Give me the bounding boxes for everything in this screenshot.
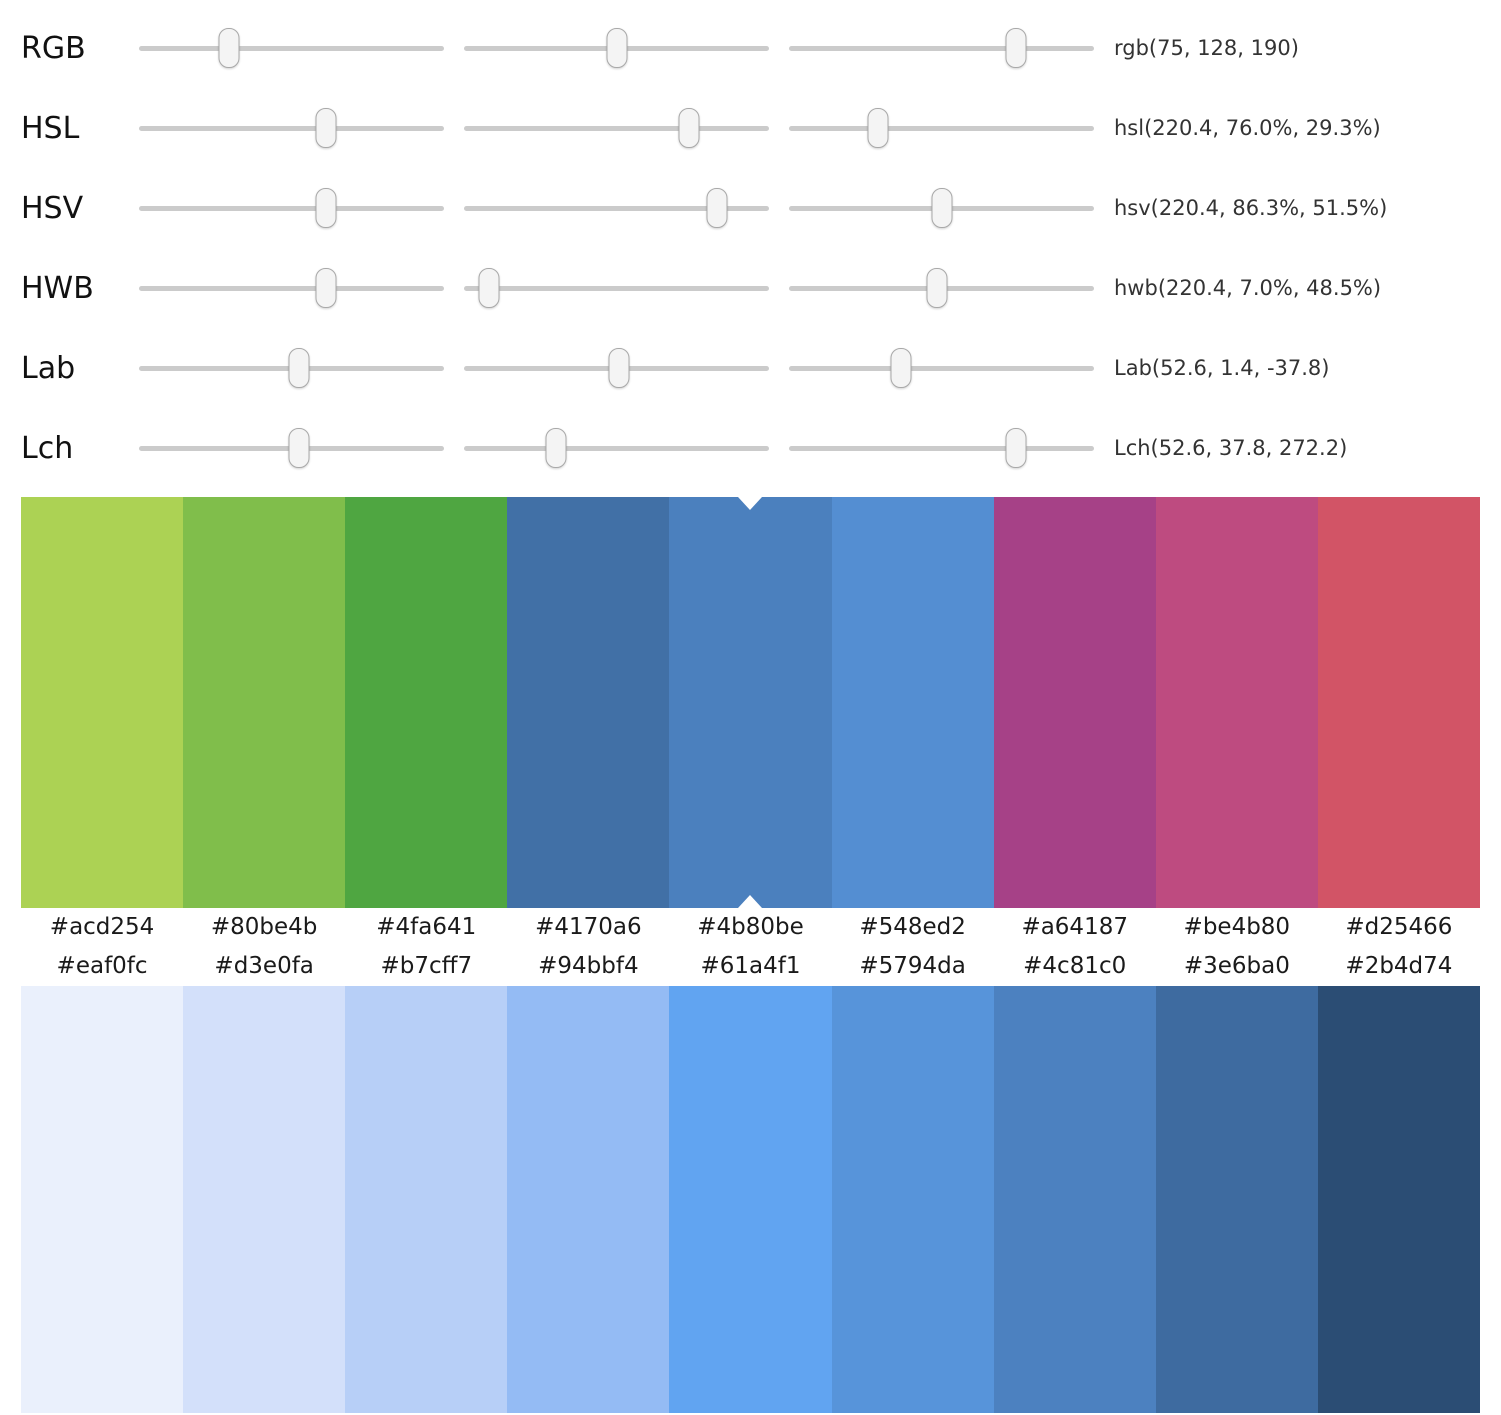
hsv-value-slider[interactable]: [789, 188, 1094, 228]
hwb-value: hwb(220.4, 7.0%, 48.5%): [1114, 276, 1382, 300]
lch-value: Lch(52.6, 37.8, 272.2): [1114, 436, 1348, 460]
hsl-lightness-slider-thumb[interactable]: [867, 108, 889, 148]
lab-a-slider[interactable]: [464, 348, 769, 388]
lch-l-slider-thumb[interactable]: [288, 428, 310, 468]
rgb-value: rgb(75, 128, 190): [1114, 36, 1299, 60]
lab-l-slider-thumb[interactable]: [288, 348, 310, 388]
slider-row-hsv: HSV hsv(220.4, 86.3%, 51.5%): [0, 168, 1501, 248]
hex-label: #4fa641: [376, 914, 477, 940]
hex-label: #d3e0fa: [214, 953, 314, 979]
palette-swatch[interactable]: [21, 986, 184, 1413]
hsv-saturation-slider-thumb[interactable]: [706, 188, 728, 228]
slider-panel: RGB rgb(75, 128, 190) HSL hsl(220: [0, 0, 1501, 488]
hsl-hue-slider-thumb[interactable]: [315, 108, 337, 148]
palette-swatch[interactable]: [183, 986, 346, 1413]
palette-swatch[interactable]: [1155, 497, 1318, 908]
hsv-hue-slider[interactable]: [139, 188, 444, 228]
hex-label: #80be4b: [210, 914, 318, 940]
hex-label: #d25466: [1345, 914, 1453, 940]
palette-swatch[interactable]: [507, 497, 670, 908]
palette-swatch[interactable]: [669, 986, 832, 1413]
hex-label: #5794da: [859, 953, 966, 979]
hsv-hue-slider-thumb[interactable]: [315, 188, 337, 228]
hwb-whiteness-slider[interactable]: [464, 268, 769, 308]
palette-swatch[interactable]: [183, 497, 346, 908]
palette-swatch[interactable]: [831, 986, 994, 1413]
hsv-value-slider-thumb[interactable]: [931, 188, 953, 228]
hwb-hue-slider-thumb[interactable]: [315, 268, 337, 308]
slider-row-lch: Lch Lch(52.6, 37.8, 272.2): [0, 408, 1501, 488]
lab-value: Lab(52.6, 1.4, -37.8): [1114, 356, 1330, 380]
palette-swatch-selected[interactable]: [669, 497, 832, 908]
hwb-whiteness-slider-thumb[interactable]: [478, 268, 500, 308]
lch-h-slider[interactable]: [789, 428, 1094, 468]
hex-label: #548ed2: [859, 914, 966, 940]
hex-label: #b7cff7: [380, 953, 473, 979]
shade-palette-labels: #eaf0fc #d3e0fa #b7cff7 #94bbf4 #61a4f1 …: [21, 947, 1480, 986]
slider-row-hwb-label: HWB: [21, 270, 94, 306]
hsl-lightness-slider[interactable]: [789, 108, 1094, 148]
slider-row-hsv-label: HSV: [21, 190, 84, 226]
rgb-red-slider-thumb[interactable]: [218, 28, 240, 68]
slider-row-lab: Lab Lab(52.6, 1.4, -37.8): [0, 328, 1501, 408]
hex-label: #3e6ba0: [1183, 953, 1290, 979]
palette-swatch[interactable]: [345, 497, 508, 908]
hex-label: #be4b80: [1183, 914, 1291, 940]
palette-swatch[interactable]: [345, 986, 508, 1413]
hex-label: #4170a6: [535, 914, 642, 940]
hsv-saturation-slider[interactable]: [464, 188, 769, 228]
rgb-blue-slider-thumb[interactable]: [1005, 28, 1027, 68]
hsl-value: hsl(220.4, 76.0%, 29.3%): [1114, 116, 1381, 140]
lab-b-slider-thumb[interactable]: [890, 348, 912, 388]
lab-b-slider[interactable]: [789, 348, 1094, 388]
slider-row-rgb: RGB rgb(75, 128, 190): [0, 8, 1501, 88]
palette-swatch[interactable]: [21, 497, 184, 908]
lab-l-slider[interactable]: [139, 348, 444, 388]
hsl-saturation-slider-thumb[interactable]: [678, 108, 700, 148]
slider-row-hsl: HSL hsl(220.4, 76.0%, 29.3%): [0, 88, 1501, 168]
palette-swatch[interactable]: [1155, 986, 1318, 1413]
hwb-blackness-slider-thumb[interactable]: [926, 268, 948, 308]
slider-row-lch-label: Lch: [21, 430, 74, 466]
lch-h-slider-thumb[interactable]: [1005, 428, 1027, 468]
rgb-green-slider[interactable]: [464, 28, 769, 68]
lab-a-slider-thumb[interactable]: [608, 348, 630, 388]
shade-palette: [21, 986, 1480, 1413]
hwb-hue-slider[interactable]: [139, 268, 444, 308]
palette-swatch[interactable]: [993, 986, 1156, 1413]
hex-label: #eaf0fc: [56, 953, 148, 979]
hex-label: #4b80be: [697, 914, 804, 940]
lch-c-slider-thumb[interactable]: [545, 428, 567, 468]
hwb-blackness-slider[interactable]: [789, 268, 1094, 308]
palette-swatch[interactable]: [993, 497, 1156, 908]
palette-swatch[interactable]: [507, 986, 670, 1413]
palette-swatch[interactable]: [831, 497, 994, 908]
lch-c-slider[interactable]: [464, 428, 769, 468]
slider-row-hsl-label: HSL: [21, 110, 80, 146]
slider-row-rgb-label: RGB: [21, 30, 86, 66]
hex-label: #94bbf4: [538, 953, 639, 979]
hsl-saturation-slider[interactable]: [464, 108, 769, 148]
hsl-hue-slider[interactable]: [139, 108, 444, 148]
hex-label: #a64187: [1021, 914, 1128, 940]
hue-palette: [21, 497, 1480, 908]
slider-row-lab-label: Lab: [21, 350, 76, 386]
hex-label: #4c81c0: [1023, 953, 1127, 979]
hsv-value: hsv(220.4, 86.3%, 51.5%): [1114, 196, 1388, 220]
rgb-blue-slider[interactable]: [789, 28, 1094, 68]
slider-row-hwb: HWB hwb(220.4, 7.0%, 48.5%): [0, 248, 1501, 328]
rgb-green-slider-thumb[interactable]: [606, 28, 628, 68]
hex-label: #acd254: [49, 914, 155, 940]
palette-swatch[interactable]: [1317, 986, 1480, 1413]
lch-l-slider[interactable]: [139, 428, 444, 468]
hex-label: #2b4d74: [1345, 953, 1453, 979]
hex-label: #61a4f1: [700, 953, 801, 979]
palette-swatch[interactable]: [1317, 497, 1480, 908]
rgb-red-slider[interactable]: [139, 28, 444, 68]
hue-palette-labels: #acd254 #80be4b #4fa641 #4170a6 #4b80be …: [21, 908, 1480, 947]
